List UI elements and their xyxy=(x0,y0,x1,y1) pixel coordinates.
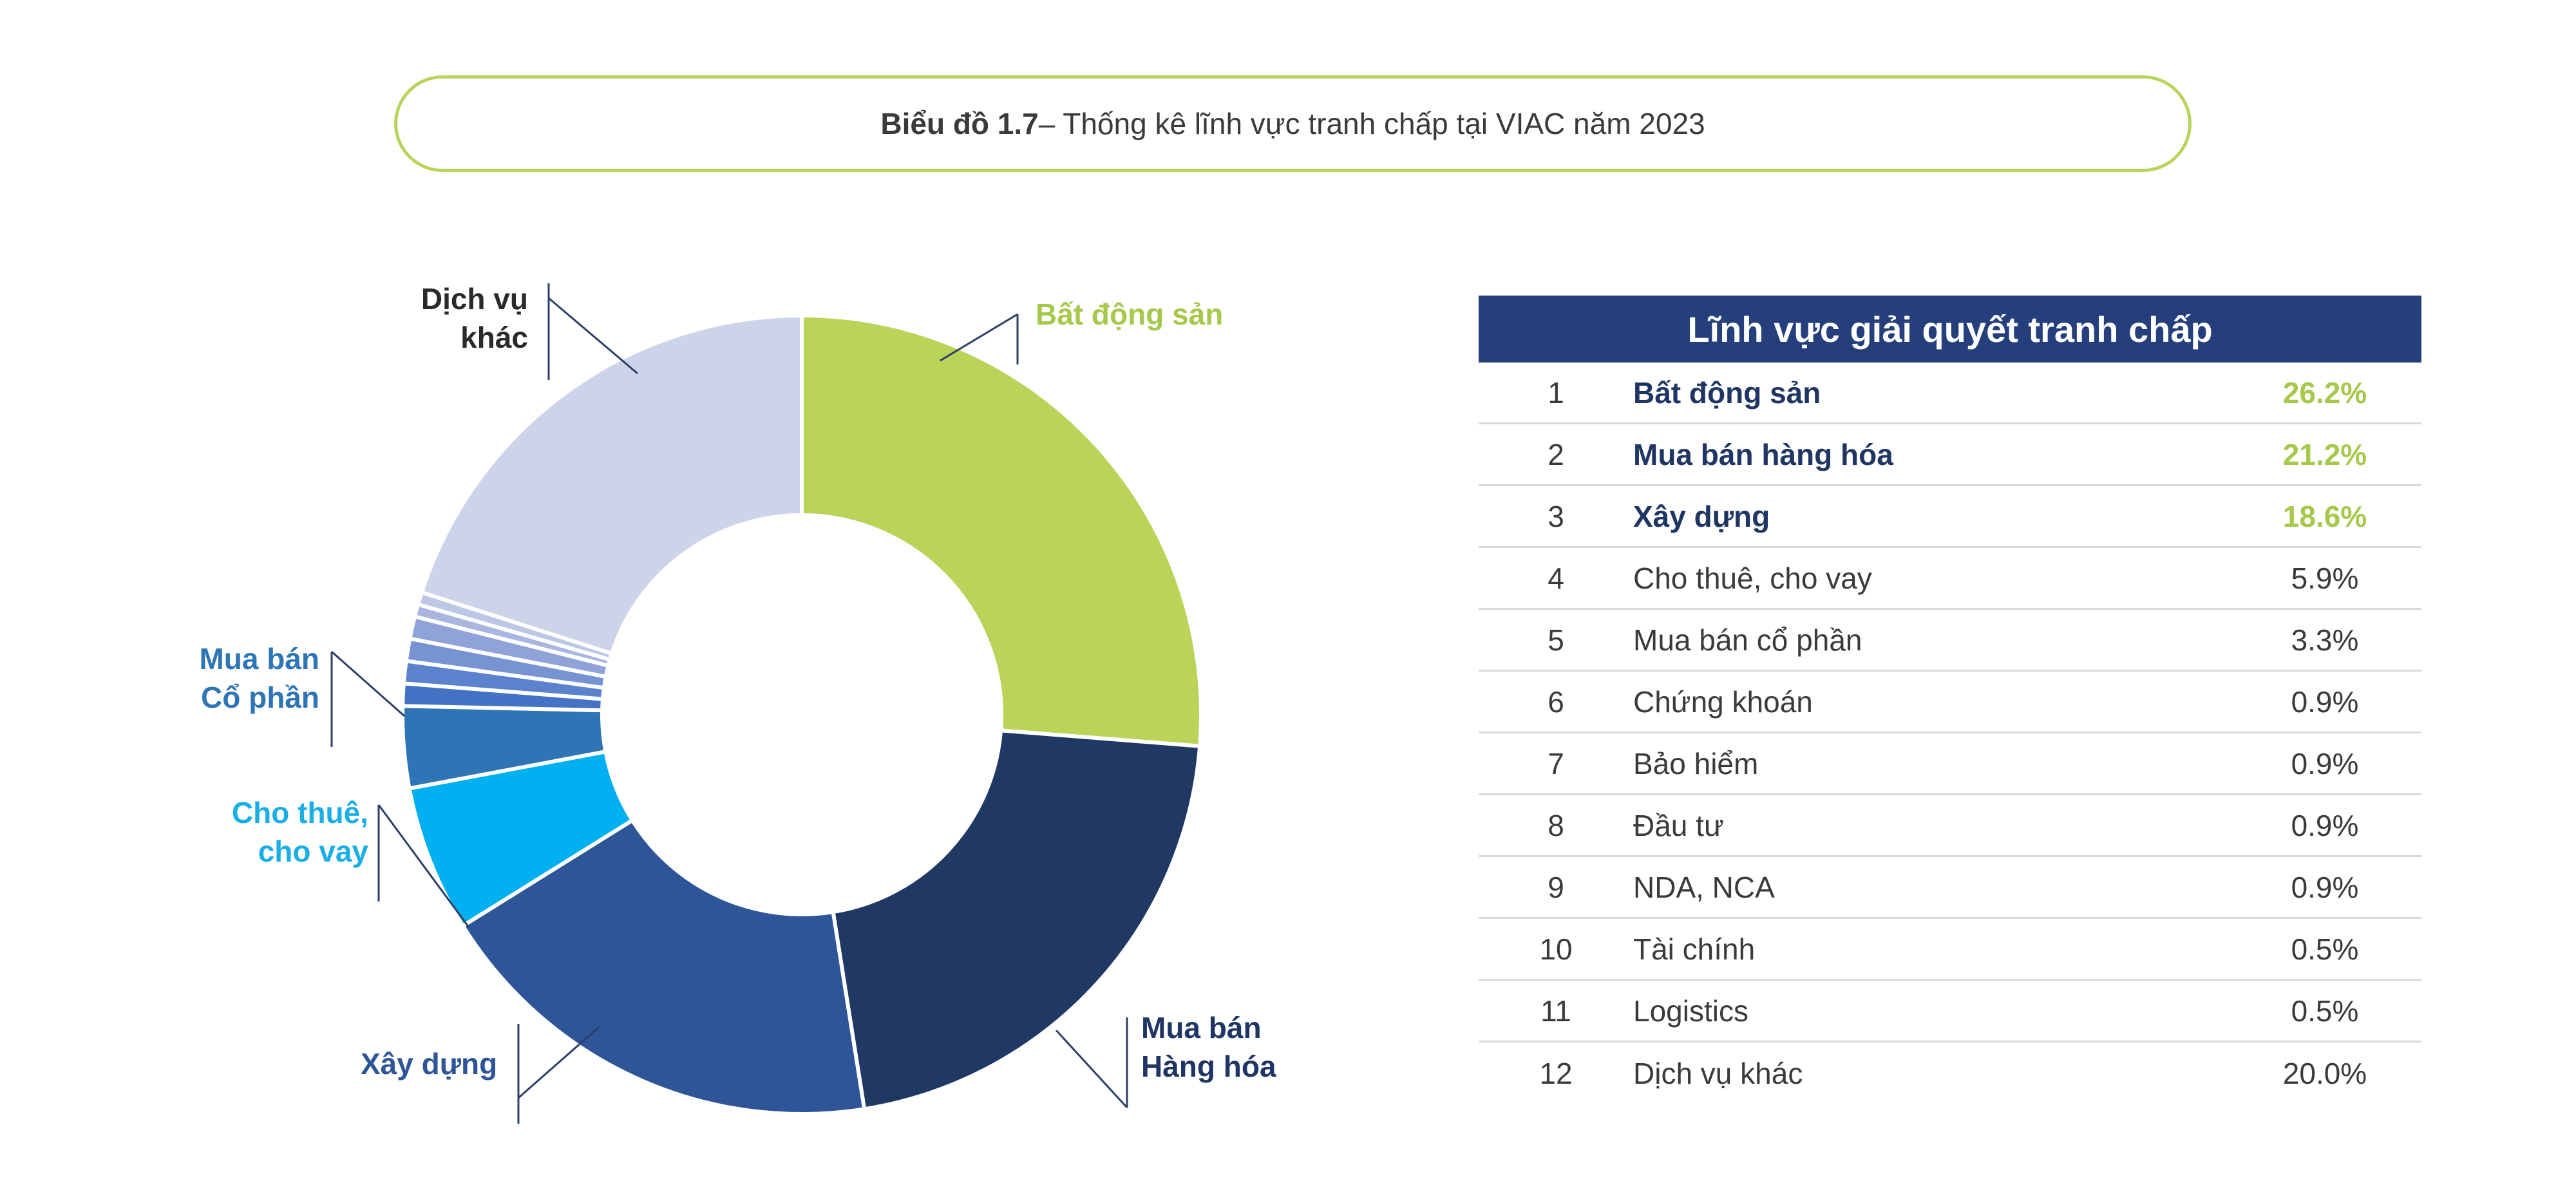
table-cell-num: 4 xyxy=(1548,561,1564,595)
table-row: 6 Chứng khoán 0.9% xyxy=(1479,672,2421,733)
table-cell-num: 12 xyxy=(1539,1057,1573,1090)
table-row: 3 Xây dựng 18.6% xyxy=(1479,486,2421,548)
table-cell-num: 3 xyxy=(1548,499,1564,533)
leader-line xyxy=(377,804,470,928)
callout-mua-ban-hang-hoa: Mua bán Hàng hóa xyxy=(1141,1011,1276,1083)
callout-cho-thue-cho-vay: Cho thuê, cho vay xyxy=(231,796,368,868)
table-cell-num: 5 xyxy=(1548,623,1564,657)
table-cell-pct: 20.0% xyxy=(2282,1057,2367,1090)
donut-slice xyxy=(419,313,804,656)
table-cell-name: Mua bán cổ phần xyxy=(1633,623,1862,657)
callout-mua-ban-co-phan: Mua bán Cổ phần xyxy=(199,642,319,714)
table-cell-pct: 0.5% xyxy=(2291,994,2359,1028)
table-cell-pct: 0.9% xyxy=(2291,746,2359,780)
chart-title-prefix: Biểu đồ 1.7 xyxy=(880,107,1039,140)
table-row: 10 Tài chính 0.5% xyxy=(1479,919,2421,981)
table-row: 8 Đầu tư 0.9% xyxy=(1479,795,2421,857)
table-body: 1 Bất động sản 26.2% 2 Mua bán hàng hóa 21.2%… xyxy=(1479,363,2421,1104)
donut-slice xyxy=(800,313,1203,748)
table-cell-pct: 0.9% xyxy=(2291,870,2359,904)
table-cell-pct: 0.9% xyxy=(2291,684,2359,719)
donut-slice xyxy=(831,728,1202,1111)
donut-chart xyxy=(330,283,1203,1124)
table-row: 1 Bất động sản 26.2% xyxy=(1479,363,2421,424)
table-cell-num: 8 xyxy=(1548,808,1564,842)
table-cell-num: 10 xyxy=(1539,932,1573,966)
table-cell-pct: 0.9% xyxy=(2291,808,2359,842)
table-cell-name: Chứng khoán xyxy=(1633,684,1813,719)
leader-line xyxy=(548,297,638,375)
donut-slice xyxy=(460,817,867,1116)
table-cell-num: 7 xyxy=(1548,746,1564,780)
chart-title: Biểu đồ 1.7 – Thống kê lĩnh vực tranh ch… xyxy=(394,75,2192,172)
callout-bat-dong-san: Bất động sản xyxy=(1036,297,1224,331)
table-cell-num: 6 xyxy=(1548,684,1564,719)
table-cell-num: 1 xyxy=(1548,375,1564,410)
table-cell-pct: 3.3% xyxy=(2291,623,2359,657)
table-row: 12 Dịch vụ khác 20.0% xyxy=(1479,1043,2421,1104)
table-row: 4 Cho thuê, cho vay 5.9% xyxy=(1479,548,2421,610)
callout-xay-dung: Xây dựng xyxy=(361,1047,498,1081)
table-cell-pct: 21.2% xyxy=(2282,437,2367,471)
table-row: 9 NDA, NCA 0.9% xyxy=(1479,857,2421,919)
table-cell-num: 9 xyxy=(1548,870,1564,904)
table-cell-num: 2 xyxy=(1548,437,1564,471)
callout-dich-vu-khac: Dịch vụ khác xyxy=(421,282,528,354)
table-cell-name: Bảo hiểm xyxy=(1633,746,1759,780)
leader-line xyxy=(518,1026,600,1099)
table-cell-num: 11 xyxy=(1540,994,1571,1028)
leader-line xyxy=(940,313,1018,362)
table-cell-name: Dịch vụ khác xyxy=(1633,1057,1803,1090)
fields-table: Lĩnh vực giải quyết tranh chấp 1 Bất động… xyxy=(1479,296,2421,1104)
table-cell-name: Cho thuê, cho vay xyxy=(1633,561,1872,595)
table-cell-name: Bất động sản xyxy=(1633,375,1821,410)
table-cell-name: Mua bán hàng hóa xyxy=(1633,437,1893,471)
table-header: Lĩnh vực giải quyết tranh chấp xyxy=(1479,296,2421,363)
table-cell-name: Đầu tư xyxy=(1633,808,1724,842)
table-cell-pct: 18.6% xyxy=(2282,499,2367,533)
table-row: 5 Mua bán cổ phần 3.3% xyxy=(1479,610,2421,672)
table-row: 11 Logistics 0.5% xyxy=(1479,981,2421,1043)
table-row: 7 Bảo hiểm 0.9% xyxy=(1479,733,2421,795)
table-cell-pct: 26.2% xyxy=(2282,375,2367,410)
chart-title-text: – Thống kê lĩnh vực tranh chấp tại VIAC … xyxy=(1038,107,1705,140)
table-cell-pct: 0.5% xyxy=(2291,932,2359,966)
table-cell-name: NDA, NCA xyxy=(1633,870,1775,904)
table-cell-name: Logistics xyxy=(1633,994,1748,1028)
table-cell-pct: 5.9% xyxy=(2291,561,2359,595)
table-row: 2 Mua bán hàng hóa 21.2% xyxy=(1479,424,2421,486)
table-cell-name: Xây dựng xyxy=(1633,499,1770,533)
leader-line xyxy=(331,650,405,717)
table-cell-name: Tài chính xyxy=(1633,932,1756,966)
leader-line xyxy=(1055,1029,1128,1109)
